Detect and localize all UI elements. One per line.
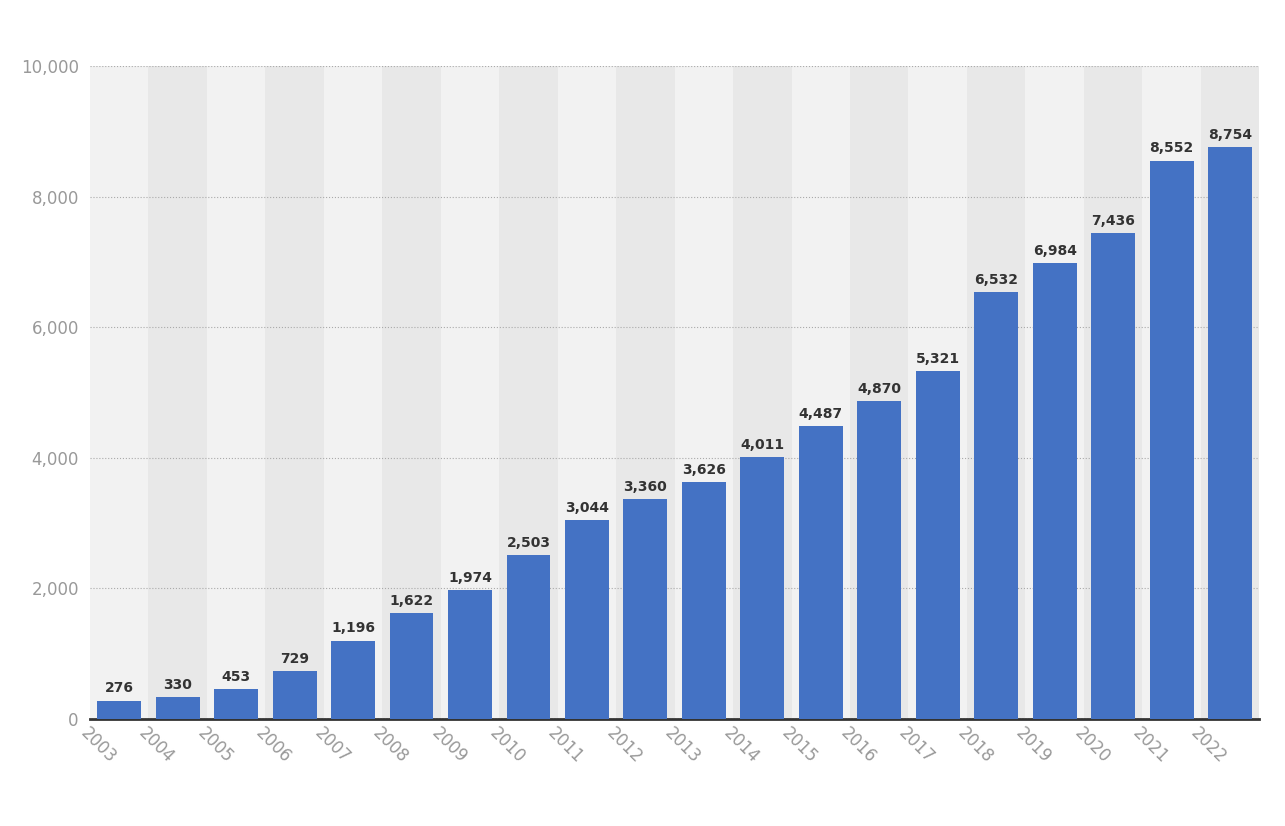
Text: 8,754: 8,754 — [1208, 128, 1252, 142]
Bar — [272, 671, 316, 719]
Bar — [506, 555, 550, 719]
Bar — [324, 66, 383, 719]
Bar — [155, 697, 199, 719]
Bar — [1208, 147, 1252, 719]
Bar — [441, 66, 499, 719]
Text: 6,532: 6,532 — [974, 273, 1018, 287]
Bar — [90, 66, 149, 719]
Bar — [617, 66, 675, 719]
Bar — [565, 520, 609, 719]
Text: 3,626: 3,626 — [682, 463, 726, 477]
Bar — [908, 66, 968, 719]
Text: 6,984: 6,984 — [1033, 244, 1077, 258]
Text: 1,196: 1,196 — [332, 621, 375, 635]
Bar — [389, 613, 433, 719]
Bar — [675, 66, 732, 719]
Text: 8,552: 8,552 — [1150, 141, 1194, 155]
Bar — [1200, 66, 1259, 719]
Bar — [215, 689, 258, 719]
Text: 276: 276 — [104, 681, 134, 695]
Bar — [916, 372, 960, 719]
Bar — [968, 66, 1025, 719]
Bar — [1150, 160, 1194, 719]
Bar — [448, 590, 492, 719]
Text: 7,436: 7,436 — [1091, 214, 1135, 228]
Bar — [149, 66, 207, 719]
Bar — [623, 500, 667, 719]
Text: 729: 729 — [280, 652, 310, 666]
Text: 330: 330 — [163, 678, 191, 692]
Text: 5,321: 5,321 — [916, 352, 960, 366]
Text: 2,503: 2,503 — [506, 536, 550, 550]
Bar — [1091, 234, 1135, 719]
Text: 1,622: 1,622 — [389, 594, 433, 608]
Text: 4,487: 4,487 — [799, 406, 843, 420]
Text: 4,011: 4,011 — [740, 438, 784, 452]
Bar — [682, 482, 726, 719]
Bar — [265, 66, 324, 719]
Bar — [332, 641, 375, 719]
Bar — [734, 66, 792, 719]
Text: 3,044: 3,044 — [565, 501, 609, 515]
Text: 1,974: 1,974 — [448, 571, 492, 585]
Bar — [792, 66, 851, 719]
Bar — [98, 700, 141, 719]
Bar — [851, 66, 908, 719]
Bar — [740, 457, 784, 719]
Bar — [1085, 66, 1142, 719]
Bar — [857, 401, 901, 719]
Text: 453: 453 — [221, 670, 251, 684]
Bar — [1142, 66, 1200, 719]
Text: 3,360: 3,360 — [623, 480, 667, 494]
Bar — [974, 292, 1018, 719]
Bar — [383, 66, 441, 719]
Bar — [799, 426, 843, 719]
Bar — [207, 66, 265, 719]
Bar — [1025, 66, 1085, 719]
Bar — [558, 66, 617, 719]
Text: 4,870: 4,870 — [857, 382, 901, 396]
Bar — [499, 66, 558, 719]
Bar — [1033, 263, 1077, 719]
